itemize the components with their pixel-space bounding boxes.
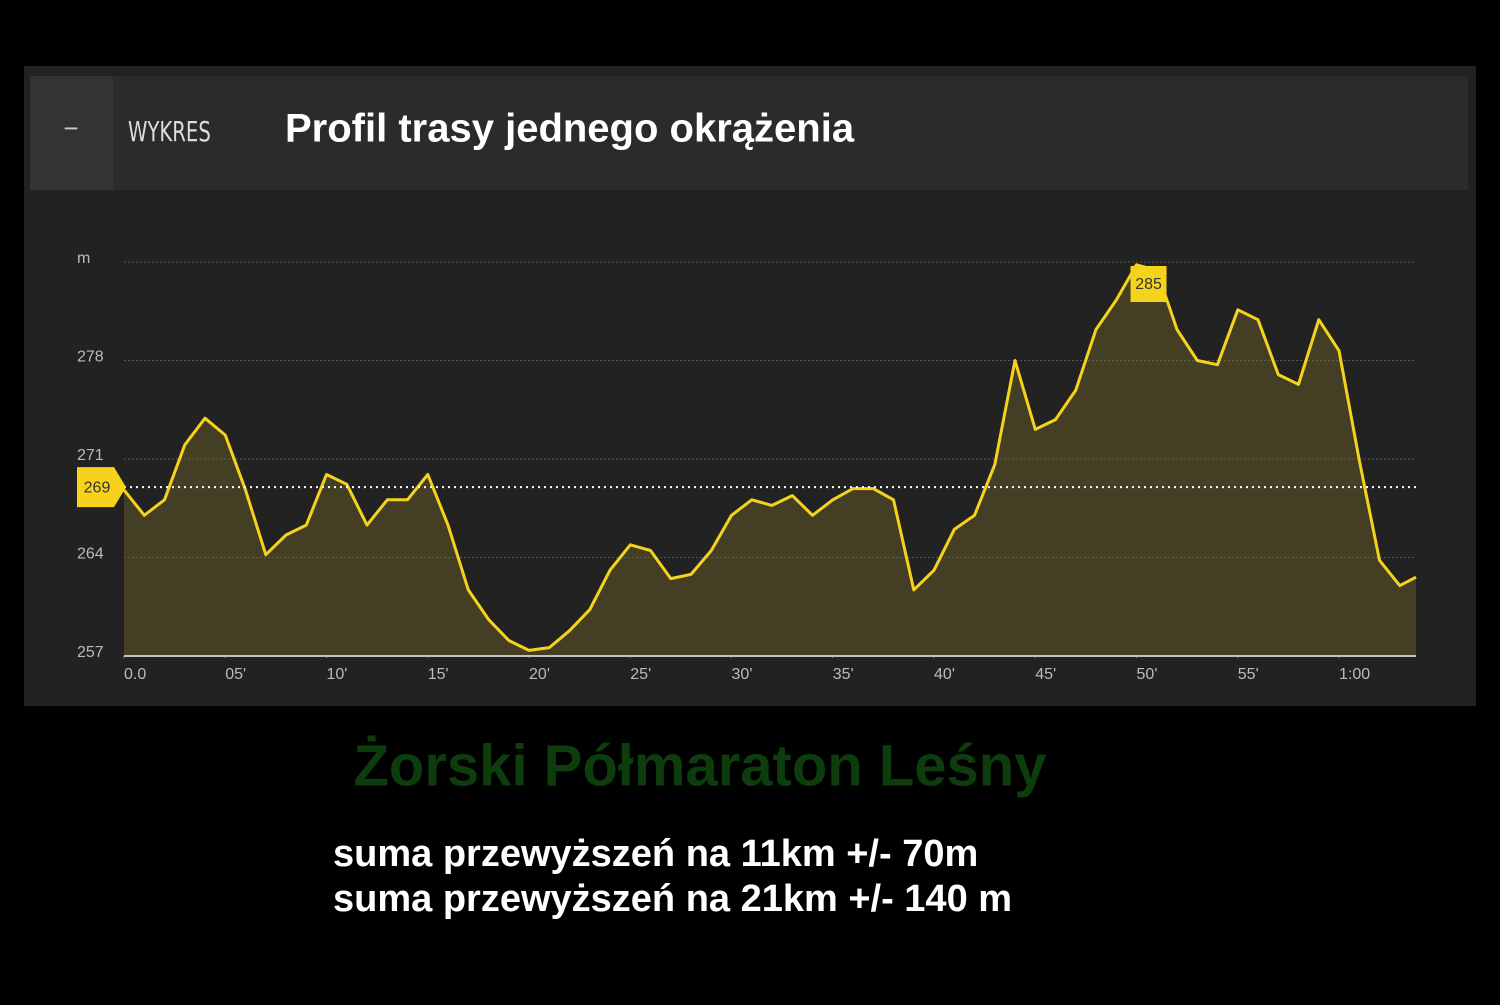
reference-label: 269 [84,479,111,496]
area [124,264,1416,656]
header-bar [30,76,1468,190]
x-tick-label: 0.0 [124,666,146,683]
x-tick-label: 25' [630,666,651,683]
x-tick-label: 40' [934,666,955,683]
x-tick-label: 50' [1137,666,1158,683]
footer-line: suma przewyższeń na 11km +/- 70m [333,833,978,875]
y-tick-label: m [77,250,90,267]
plot: 257 264 271 278 m 0.0 05' 10' 15' 20' 25' 30' 35' 40'… [77,250,1417,683]
x-tick-label: 45' [1035,666,1056,683]
x-tick-label: 35' [833,666,854,683]
x-tick-label: 20' [529,666,550,683]
y-tick-label: 264 [77,546,104,563]
x-tick-label: 15' [428,666,449,683]
reference-marker [77,467,126,508]
footer-title: Żorski Półmaraton Leśny [354,733,1047,798]
collapse-button[interactable] [30,76,113,190]
tab-label: WYKRES [128,115,211,147]
peak-marker [1130,266,1167,302]
x-tick-label: 55' [1238,666,1259,683]
x-tick-label: 30' [732,666,753,683]
line [122,263,1417,652]
y-tick-label: 271 [77,447,104,464]
peak-label: 285 [1135,276,1162,293]
x-tick-label: 1:00 [1339,666,1370,683]
y-tick-label: 278 [77,349,104,366]
y-tick-label: 257 [77,644,104,661]
collapse-icon[interactable]: − [63,113,78,143]
x-tick-label: 10' [327,666,348,683]
x-tick-label: 05' [225,666,246,683]
footer-line: suma przewyższeń na 21km +/- 140 m [333,878,1012,920]
chart-title: Profil trasy jednego okrążenia [285,107,855,151]
